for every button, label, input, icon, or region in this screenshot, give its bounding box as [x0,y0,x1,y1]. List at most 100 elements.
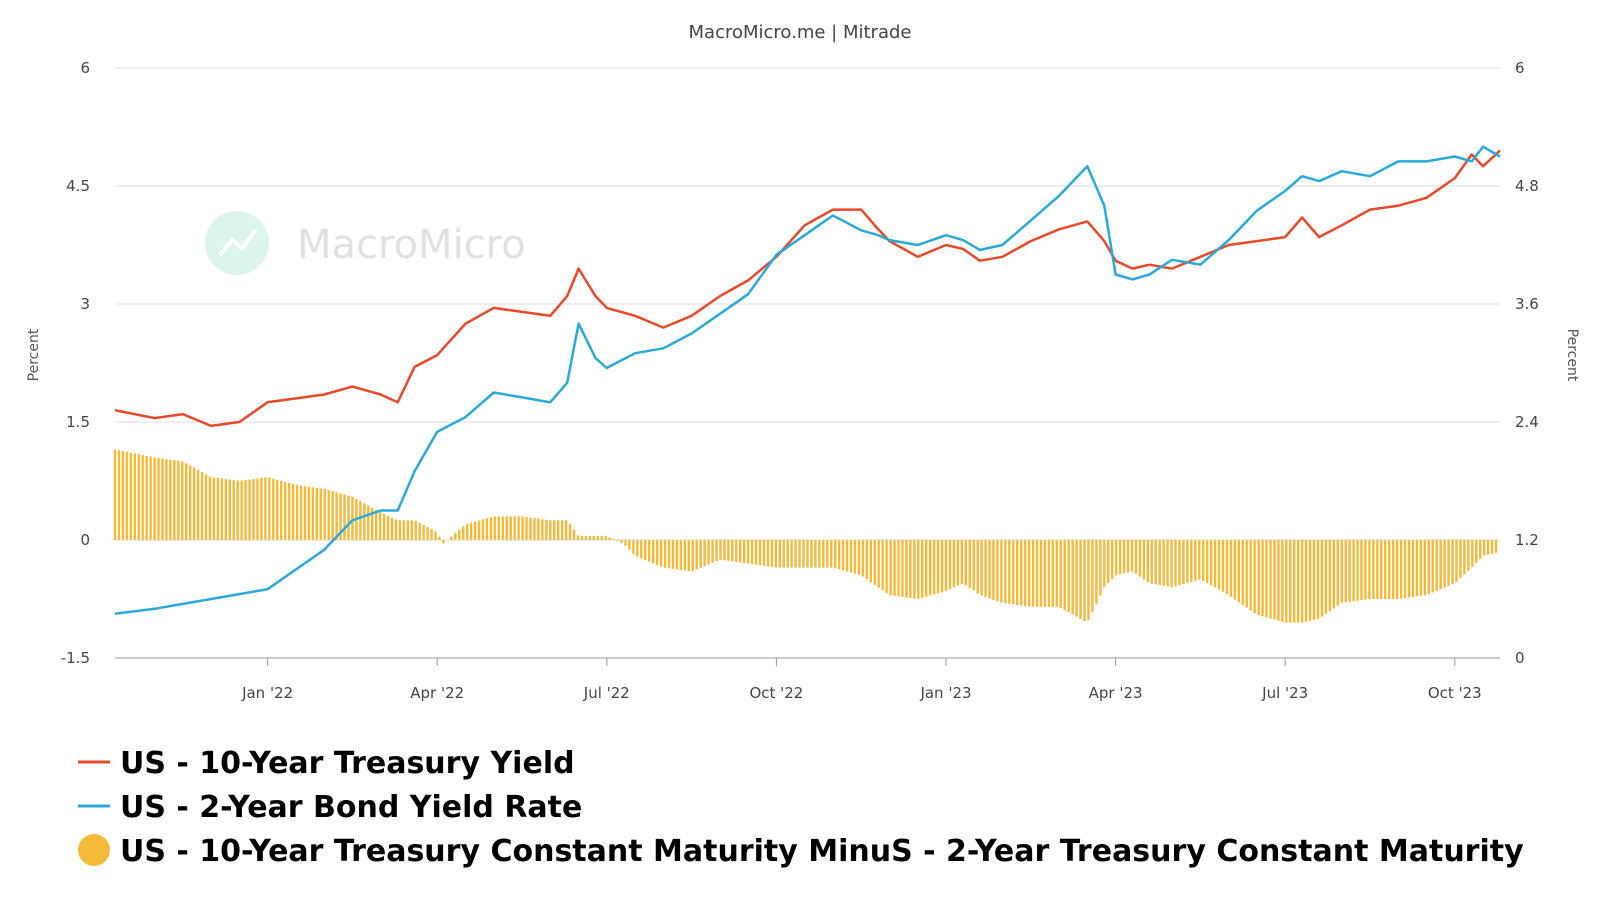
spread-bar [1356,540,1359,601]
left-tick-label: 1.5 [66,413,90,431]
spread-bar [1352,540,1355,602]
spread-bar [236,480,239,540]
spread-bar [762,540,766,566]
spread-bar [473,521,477,540]
spread-bar [1296,540,1300,623]
x-tick-label: Oct '22 [749,684,803,702]
spread-bar [964,540,967,586]
spread-bar [857,540,861,575]
spread-bar [932,540,936,595]
spread-bar [248,479,251,540]
spread-bar [1265,540,1268,618]
spread-bar [881,540,884,591]
spread-bar [489,517,493,540]
spread-bar [307,486,311,540]
spread-bar [117,450,121,540]
spread-bar [465,523,469,540]
spread-bar [1360,540,1363,601]
spread-bar [624,540,627,546]
spread-bar [1190,540,1193,582]
spread-bar [921,540,924,598]
spread-bar [244,480,247,540]
spread-bar [493,516,497,540]
spread-bar [549,520,552,540]
spread-bar [1059,540,1062,608]
spread-bar [1221,540,1225,592]
spread-bar [877,540,880,588]
spread-bar [885,540,888,594]
spread-bar [703,540,706,567]
spread-bar [687,540,690,572]
grid-lines [115,67,1500,659]
spread-bar [739,540,742,563]
spread-bar [517,516,520,540]
spread-bar [758,540,762,566]
spread-bar [541,519,544,540]
spread-bar [1111,540,1114,579]
spread-bar [834,540,837,569]
spread-bar [976,540,979,594]
spread-bar [1253,540,1256,614]
spread-bar [1316,540,1320,619]
spread-bar [675,540,679,570]
spread-bar [1079,540,1082,619]
spread-bar [145,455,148,540]
legend-2y-label: US - 2-Year Bond Yield Rate [120,790,582,825]
spread-bar [1490,540,1494,554]
spread-bar [928,540,932,596]
logo-chart-glyph [218,228,258,257]
spread-bar [327,490,330,540]
spread-bar [917,540,920,599]
chart-title: MacroMicro.me | Mitrade [689,22,912,43]
spread-bar [984,540,987,598]
spread-bar [1443,540,1446,588]
legend-item-2y[interactable]: US - 2-Year Bond Yield Rate [78,790,582,825]
legend-item-10y[interactable]: US - 10-Year Treasury Yield [78,746,575,781]
spread-bar [188,465,192,540]
spread-bar [430,529,433,540]
spread-bar [893,540,896,596]
spread-bar [1055,540,1058,607]
spread-bar [438,536,441,540]
spread-bar [1482,540,1486,556]
spread-bar [1281,540,1284,622]
spread-bar [1459,540,1462,579]
spread-bar [798,540,801,568]
spread-bar [1364,540,1367,600]
spread-bar [1075,540,1078,617]
spread-bar [477,520,481,540]
watermark-text: MacroMicro [297,222,526,268]
spread-bar [1142,540,1146,580]
spread-bar [889,540,892,596]
spread-bar [462,526,465,540]
spread-bar [849,540,853,573]
spread-bar [560,520,564,540]
x-tick-label: Jul '23 [1261,684,1308,702]
spread-bar [1451,540,1454,585]
spread-bar [367,505,370,540]
legend-item-spread[interactable]: US - 10-Year Treasury Constant Maturity … [78,834,1524,869]
spread-bar [1063,540,1066,611]
spread-bar [410,520,413,540]
spread-bar [600,536,603,540]
spread-bar [901,540,904,597]
ten-year-yield-line [114,149,1501,428]
spread-bar [339,493,342,540]
spread-bar [1245,540,1248,608]
spread-bar [940,540,944,593]
spread-bar [655,540,659,565]
spread-bar [1233,540,1237,600]
x-tick-label: Oct '23 [1428,684,1482,702]
spread-bar [1178,540,1181,586]
right-axis-ticks: 6 4.8 3.6 2.4 1.2 0 [1515,59,1539,667]
spread-bar [1423,540,1427,596]
spread-bar [521,516,524,540]
spread-bar [1376,540,1379,599]
spread-bar [774,540,778,568]
spread-bar [1435,540,1438,591]
spread-bar [1415,540,1419,597]
spread-bar [192,467,196,540]
x-axis-ticks: Jan '22 Apr '22 Jul '22 Oct '22 Jan '23 Apr '… [115,657,1500,702]
spread-bar [754,540,758,565]
spread-bar [264,477,267,540]
